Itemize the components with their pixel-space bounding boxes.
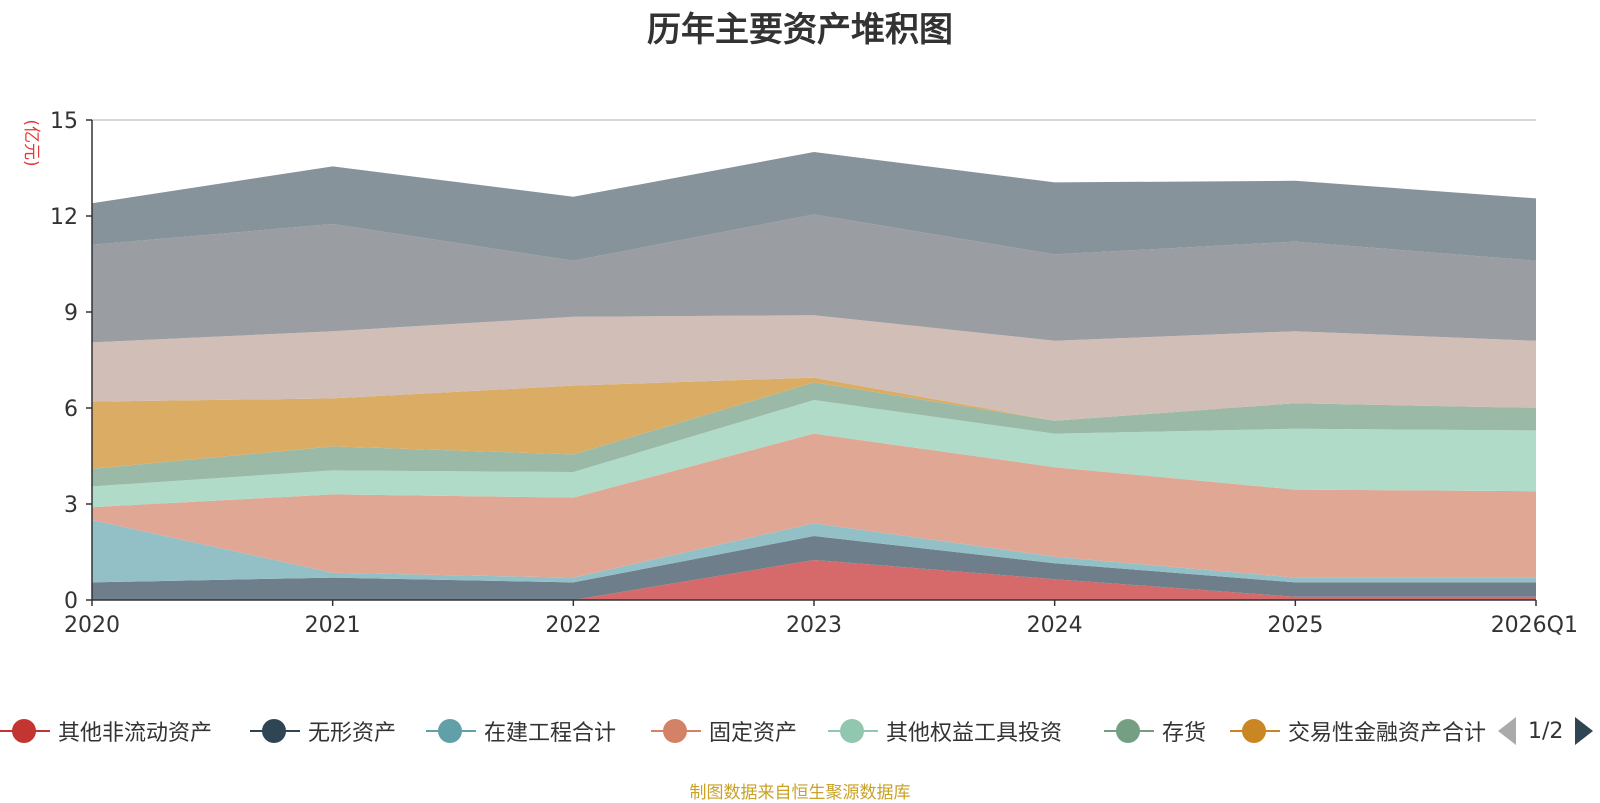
area-series-0 (92, 560, 1536, 600)
pager-page-indicator: 1/2 (1528, 718, 1564, 744)
area-series-group (92, 152, 1536, 600)
legend-pager: 1/2 (1498, 716, 1594, 746)
legend: 其他非流动资产 无形资产 在建工程合计 固定资产 其他权益工具投资 存货 交易性金融资产合计 (0, 716, 1600, 756)
area-series-6 (92, 377, 1536, 469)
legend-label: 在建工程合计 (484, 721, 617, 746)
legend-label: 无形资产 (308, 721, 397, 746)
legend-item-3[interactable]: 固定资产 (651, 716, 797, 746)
y-axis-label: (亿元) (21, 119, 41, 166)
legend-item-2[interactable]: 在建工程合计 (426, 716, 616, 746)
axes: 0 3 6 9 12 15 2020 2021 2022 2023 2024 2025 2026Q1 (50, 109, 1578, 638)
legend-item-6[interactable]: 交易性金融资产合计 (1230, 716, 1486, 746)
legend-label: 其他权益工具投资 (886, 721, 1063, 746)
chart-title: 历年主要资产堆积图 (647, 10, 953, 50)
area-series-4 (92, 400, 1536, 508)
area-series-2 (92, 520, 1536, 583)
legend-label: 存货 (1162, 721, 1207, 746)
x-tick-label: 2022 (545, 613, 601, 638)
area-series-9 (92, 152, 1536, 261)
y-tick-label: 9 (64, 301, 78, 326)
y-tick-label: 0 (64, 589, 78, 614)
y-tick-label: 3 (64, 493, 78, 518)
area-series-7 (92, 315, 1536, 421)
y-tick-label: 15 (50, 109, 78, 134)
legend-marker-icon (426, 716, 476, 746)
legend-marker-icon (828, 716, 878, 746)
x-tick-label: 2023 (786, 613, 842, 638)
x-tick-label: 2021 (305, 613, 361, 638)
y-tick-label: 12 (50, 205, 78, 230)
source-note: 制图数据来自恒生聚源数据库 (689, 783, 911, 803)
legend-marker-icon (1104, 716, 1154, 746)
legend-marker-icon (1230, 716, 1280, 746)
stacked-area-chart: 0 3 6 9 12 15 2020 2021 2022 2023 2024 2025 2026Q1 (… (21, 109, 1578, 638)
legend-item-0[interactable]: 其他非流动资产 (0, 716, 212, 746)
legend-item-5[interactable]: 存货 (1104, 716, 1206, 746)
x-tick-label: 2020 (64, 613, 120, 638)
area-series-8 (92, 214, 1536, 343)
area-series-3 (92, 433, 1536, 578)
x-tick-label: 2025 (1267, 613, 1323, 638)
pager-next-icon[interactable] (1575, 717, 1594, 745)
legend-label: 其他非流动资产 (58, 721, 213, 746)
area-series-1 (92, 536, 1536, 600)
legend-item-1[interactable]: 无形资产 (250, 716, 396, 746)
area-series-5 (92, 382, 1536, 487)
legend-label: 固定资产 (709, 721, 798, 746)
legend-marker-icon (250, 716, 300, 746)
legend-item-4[interactable]: 其他权益工具投资 (828, 716, 1062, 746)
x-tick-label: 2024 (1027, 613, 1083, 638)
y-tick-label: 6 (64, 397, 78, 422)
x-tick-label: 2026Q1 (1491, 613, 1578, 638)
legend-label: 交易性金融资产合计 (1288, 721, 1487, 746)
legend-marker-icon (0, 716, 50, 746)
pager-prev-icon[interactable] (1498, 717, 1516, 745)
legend-marker-icon (651, 716, 701, 746)
